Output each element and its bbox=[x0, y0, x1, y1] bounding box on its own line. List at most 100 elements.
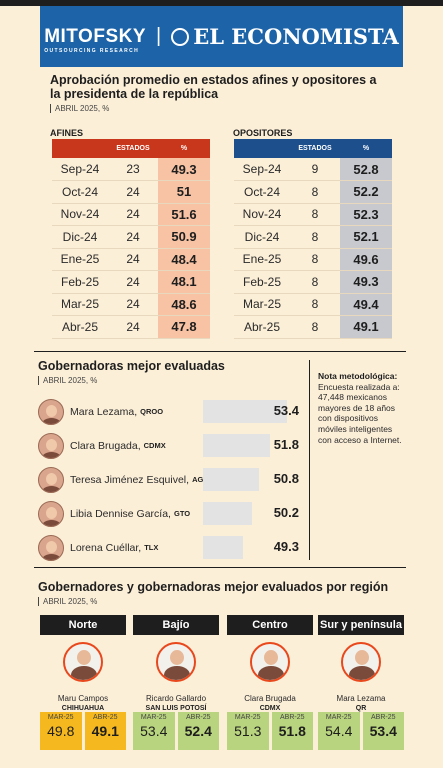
opositores-pct-cell: 49.4 bbox=[340, 293, 392, 316]
afines-month-cell: Ene-25 bbox=[52, 248, 108, 271]
afines-pct-cell: 48.6 bbox=[158, 293, 210, 316]
region-card: Centro Clara Brugada CDMX MAR-25 51.3 ABR-25 5… bbox=[227, 615, 313, 766]
opositores-pct-cell: 52.8 bbox=[340, 158, 392, 181]
afines-row: Nov-24 24 51.6 bbox=[52, 203, 210, 226]
opositores-row: Feb-25 8 49.3 bbox=[234, 270, 392, 294]
region-card: Sur y península Mara Lezama QR MAR-25 54.4 AB… bbox=[318, 615, 404, 766]
opositores-states-cell: 8 bbox=[290, 203, 340, 226]
governor-name: Mara Lezama, bbox=[70, 405, 138, 418]
governor-name: Teresa Jiménez Esquivel, bbox=[70, 473, 190, 486]
opositores-row: Sep-24 9 52.8 bbox=[234, 158, 392, 181]
region-value-box: ABR-25 49.1 bbox=[84, 712, 126, 750]
governor-state: QROO bbox=[140, 407, 164, 416]
governor-value: 49.3 bbox=[273, 539, 299, 554]
governor-bar bbox=[203, 468, 259, 491]
region-value-box: ABR-25 52.4 bbox=[177, 712, 219, 750]
opositores-row: Mar-25 8 49.4 bbox=[234, 293, 392, 316]
afines-states-cell: 24 bbox=[108, 315, 158, 339]
section-divider bbox=[34, 351, 406, 352]
region-value-number: 51.8 bbox=[278, 723, 306, 739]
note-title: Nota metodológica: bbox=[318, 371, 398, 381]
afines-states-cell: 24 bbox=[108, 180, 158, 204]
el-economista-logo: EL ECONOMISTA bbox=[171, 24, 399, 49]
region-name: Norte bbox=[40, 615, 126, 635]
opositores-states-cell: 8 bbox=[290, 293, 340, 316]
afines-pct-cell: 48.1 bbox=[158, 270, 210, 294]
afines-month-cell: Abr-25 bbox=[52, 315, 108, 339]
region-value-month: ABR-25 bbox=[370, 714, 396, 721]
top-bar bbox=[0, 0, 443, 6]
opositores-table: ESTADOS % Sep-24 9 52.8 Oct-24 8 52.2 Nov-24 8 5… bbox=[234, 139, 392, 339]
governor-state: GTO bbox=[173, 509, 191, 518]
opositores-states-cell: 8 bbox=[290, 270, 340, 294]
header-separator: | bbox=[156, 25, 162, 47]
opositores-month-cell: Feb-25 bbox=[234, 270, 290, 294]
region-value-number: 49.8 bbox=[47, 723, 75, 739]
region-value-box: MAR-25 54.4 bbox=[318, 712, 360, 750]
region-governor-name: Maru Campos bbox=[57, 694, 109, 703]
afines-states-cell: 24 bbox=[108, 248, 158, 271]
opositores-row: Dic-24 8 52.1 bbox=[234, 225, 392, 249]
afines-row: Feb-25 24 48.1 bbox=[52, 270, 210, 294]
afines-table: ESTADOS % Sep-24 23 49.3 Oct-24 24 51 Nov-24 24… bbox=[52, 139, 210, 339]
afines-row: Mar-25 24 48.6 bbox=[52, 293, 210, 316]
afines-header-pct: % bbox=[158, 139, 210, 158]
opositores-row: Ene-25 8 49.6 bbox=[234, 248, 392, 271]
opositores-row: Oct-24 8 52.2 bbox=[234, 180, 392, 204]
region-value-box: MAR-25 51.3 bbox=[227, 712, 269, 750]
region-governor-state: CDMX bbox=[259, 705, 281, 712]
region-value-month: ABR-25 bbox=[92, 714, 118, 721]
afines-row: Oct-24 24 51 bbox=[52, 180, 210, 204]
governor-photo bbox=[156, 642, 196, 682]
region-governor-state: QR bbox=[355, 705, 367, 712]
opositores-pct-cell: 49.1 bbox=[340, 315, 392, 339]
regions-header: Gobernadores y gobernadoras mejor evalua… bbox=[38, 580, 408, 606]
region-values: MAR-25 54.4 ABR-25 53.4 bbox=[318, 712, 404, 750]
governor-avatar bbox=[38, 466, 64, 493]
region-value-month: ABR-25 bbox=[279, 714, 305, 721]
afines-pct-cell: 49.3 bbox=[158, 158, 210, 181]
region-value-number: 54.4 bbox=[325, 723, 353, 739]
governor-bar bbox=[203, 502, 253, 525]
governors-title: Gobernadoras mejor evaluadas bbox=[38, 359, 225, 373]
note-text: Encuesta realizada a: 47,448 mexicanos m… bbox=[318, 381, 402, 445]
opositores-header-states: ESTADOS bbox=[290, 139, 340, 158]
region-governor-state: CHIHUAHUA bbox=[61, 705, 105, 712]
note-divider bbox=[309, 360, 310, 560]
region-values: MAR-25 49.8 ABR-25 49.1 bbox=[40, 712, 126, 750]
header-banner: MITOFSKY OUTSOURCING RESEARCH | EL ECONO… bbox=[40, 6, 403, 67]
section-divider-2 bbox=[34, 567, 406, 568]
governor-row: Mara Lezama, QROO bbox=[38, 398, 302, 425]
regions-subtitle: ABRIL 2025, % bbox=[38, 597, 408, 606]
governor-bar bbox=[203, 536, 243, 559]
governor-name: Libia Dennise García, bbox=[70, 507, 171, 520]
opositores-row: Abr-25 8 49.1 bbox=[234, 315, 392, 339]
region-value-box: ABR-25 53.4 bbox=[362, 712, 404, 750]
mitofsky-tagline: OUTSOURCING RESEARCH bbox=[44, 47, 140, 54]
afines-row: Sep-24 23 49.3 bbox=[52, 158, 210, 181]
region-value-box: ABR-25 51.8 bbox=[271, 712, 313, 750]
opositores-header-pct: % bbox=[340, 139, 392, 158]
opositores-states-cell: 8 bbox=[290, 180, 340, 204]
region-value-box: MAR-25 49.8 bbox=[40, 712, 82, 750]
governor-value: 50.2 bbox=[273, 505, 299, 520]
region-name: Bajío bbox=[133, 615, 219, 635]
afines-month-cell: Feb-25 bbox=[52, 270, 108, 294]
afines-header-month bbox=[52, 139, 108, 158]
governor-state: TLX bbox=[144, 543, 159, 552]
approval-header: Aprobación promedio en estados afines y … bbox=[50, 73, 390, 113]
afines-states-cell: 24 bbox=[108, 270, 158, 294]
region-value-month: MAR-25 bbox=[234, 714, 261, 721]
governor-row: Clara Brugada, CDMX bbox=[38, 432, 302, 459]
opositores-month-cell: Dic-24 bbox=[234, 225, 290, 249]
region-governor-name: Ricardo Gallardo bbox=[145, 694, 207, 703]
afines-states-cell: 23 bbox=[108, 158, 158, 181]
opositores-pct-cell: 52.2 bbox=[340, 180, 392, 204]
region-governor-name: Mara Lezama bbox=[336, 694, 386, 703]
governor-row: Lorena Cuéllar, TLX bbox=[38, 534, 302, 561]
governor-photo bbox=[250, 642, 290, 682]
afines-header-states: ESTADOS bbox=[108, 139, 158, 158]
region-card: Norte Maru Campos CHIHUAHUA MAR-25 49.8 ABR-2… bbox=[40, 615, 126, 766]
governor-photo bbox=[63, 642, 103, 682]
